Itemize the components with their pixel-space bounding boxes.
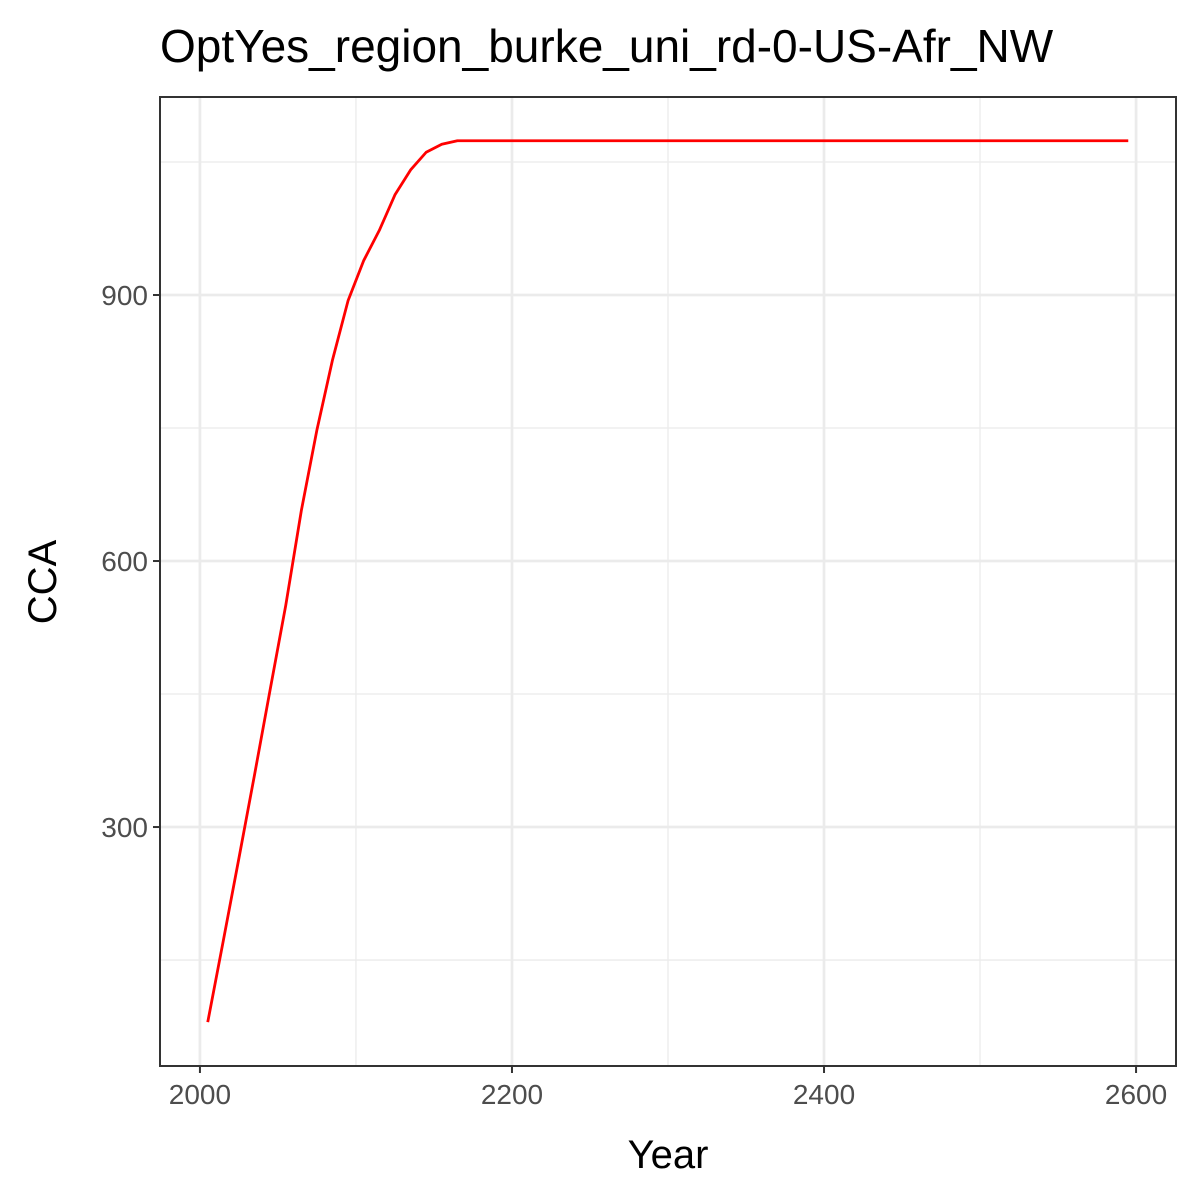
x-axis-label: Year (628, 1133, 709, 1177)
x-tick-label: 2000 (169, 1079, 231, 1110)
y-axis-label: CCA (21, 539, 65, 624)
x-tick-label: 2400 (793, 1079, 855, 1110)
data-line (206, 139, 1129, 1023)
chart-title: OptYes_region_burke_uni_rd-0-US-Afr_NW (160, 20, 1054, 72)
panel-border (159, 96, 1177, 1067)
x-tick-label: 2200 (481, 1079, 543, 1110)
x-tick-label: 2600 (1105, 1079, 1167, 1110)
y-tick-label: 300 (101, 812, 148, 843)
y-tick-label: 600 (101, 546, 148, 577)
y-tick-label: 900 (101, 280, 148, 311)
